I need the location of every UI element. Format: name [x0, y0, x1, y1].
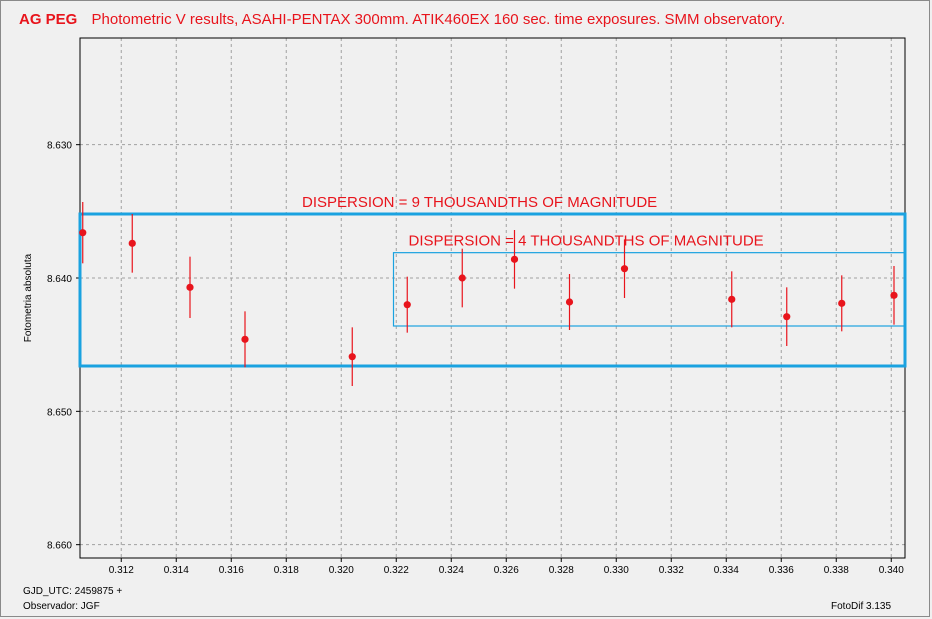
- dispersion-label: DISPERSION = 4 THOUSANDTHS OF MAGNITUDE: [409, 233, 764, 250]
- gjd-label: GJD_UTC: 2459875 +: [23, 586, 123, 597]
- x-tick-label: 0.314: [164, 565, 189, 576]
- data-point: [890, 291, 898, 299]
- y-tick-label: 8.630: [47, 141, 72, 152]
- data-points: [79, 202, 898, 386]
- dispersion-label: DISPERSION = 9 THOUSANDTHS OF MAGNITUDE: [302, 194, 657, 211]
- y-tick-label: 8.650: [47, 407, 72, 418]
- data-point: [620, 265, 629, 273]
- y-axis-label: Fotometria absoluta: [23, 253, 34, 342]
- x-tick-label: 0.338: [824, 565, 849, 576]
- title-text: Photometric V results, ASAHI-PENTAX 300m…: [91, 11, 786, 28]
- dispersion-boxes: DISPERSION = 9 THOUSANDTHS OF MAGNITUDE D…: [78, 194, 907, 368]
- data-point: [838, 299, 846, 307]
- data-point: [128, 239, 136, 247]
- data-point: [458, 274, 466, 282]
- software-label: FotoDif 3.135: [831, 601, 892, 612]
- x-tick-label: 0.318: [274, 565, 299, 576]
- x-tick-label: 0.340: [879, 565, 904, 576]
- data-point: [510, 255, 519, 263]
- y-tick-label: 8.660: [47, 541, 72, 552]
- x-tick-label: 0.320: [329, 565, 354, 576]
- x-tick-label: 0.326: [494, 565, 519, 576]
- data-point: [79, 229, 87, 237]
- x-tick-label: 0.330: [604, 565, 629, 576]
- data-point: [403, 301, 411, 309]
- x-tick-label: 0.312: [109, 565, 134, 576]
- chart-title: AG PEG Photometric V results, ASAHI-PENT…: [19, 11, 785, 28]
- x-tick-label: 0.334: [714, 565, 739, 576]
- object-name: AG PEG: [19, 11, 78, 28]
- data-point: [565, 298, 574, 306]
- data-point: [241, 335, 249, 343]
- x-tick-label: 0.332: [659, 565, 684, 576]
- x-tick-label: 0.336: [769, 565, 794, 576]
- observer-label: Observador: JGF: [23, 601, 100, 612]
- y-tick-label: 8.640: [47, 274, 72, 285]
- x-tick-label: 0.324: [439, 565, 464, 576]
- data-point: [186, 283, 194, 291]
- dispersion-box: [392, 252, 906, 327]
- grid-lines: [80, 38, 905, 558]
- x-tick-label: 0.322: [384, 565, 409, 576]
- data-point: [783, 313, 791, 321]
- axis-ticks: 0.312 0.314 0.316 0.318 0.320 0.322 0.324 0.326…: [47, 141, 904, 576]
- x-tick-label: 0.328: [549, 565, 574, 576]
- data-point: [728, 295, 736, 303]
- x-tick-label: 0.316: [219, 565, 244, 576]
- data-point: [348, 353, 356, 361]
